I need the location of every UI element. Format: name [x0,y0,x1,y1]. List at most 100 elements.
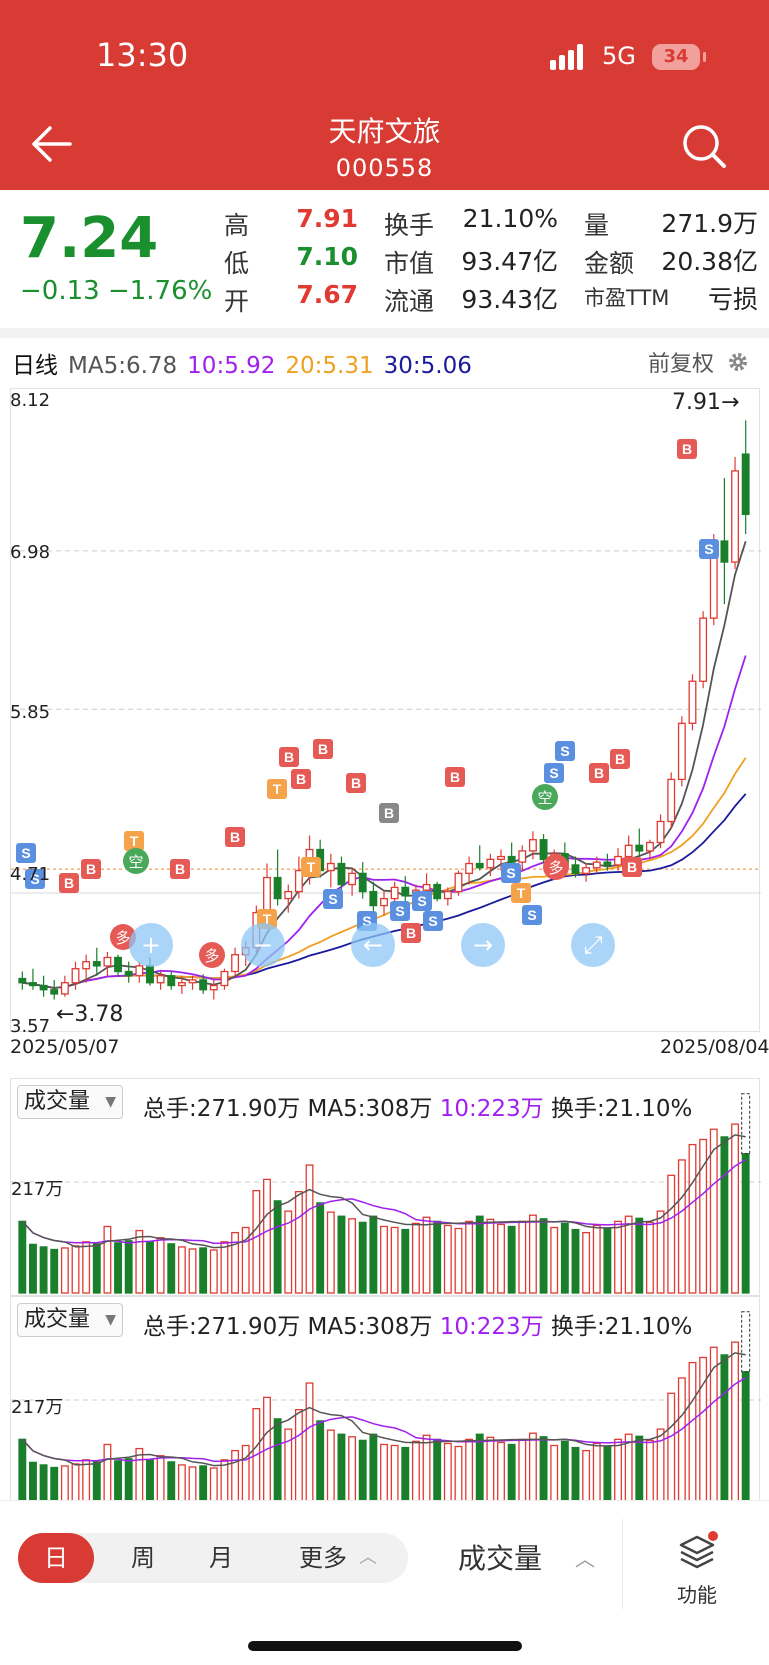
volume-bar [71,1245,80,1294]
volume-bar [50,1248,59,1294]
candle-body [465,862,474,875]
value-market-cap: 93.47亿 [461,247,558,276]
candle [656,814,665,849]
volume-panel-2: 成交量 总手:271.90万 MA5:308万 10:223万 换手:21.10… [10,1296,761,1514]
volume-bar [92,1243,101,1294]
candle [124,961,133,983]
candle-body [688,680,697,724]
period-month[interactable]: 月 [209,1544,233,1572]
candle [603,853,612,871]
candle-body [220,970,229,987]
high-marker: 7.91→ [672,390,740,415]
candle [645,839,654,860]
candle-body [29,982,37,987]
indicator-selector[interactable]: 成交量 [17,1085,123,1119]
signal-badge-box [267,779,287,799]
start-date: 2025/05/07 [10,1036,120,1058]
volume-bar [603,1227,612,1294]
candle-body [603,861,612,866]
signal-badge-text: S [560,743,569,759]
candle [103,951,112,976]
chevron-up-icon[interactable]: ︿ [359,1547,377,1568]
candle [582,863,591,882]
volume-bar [699,1138,708,1294]
volume-bar [231,1231,240,1294]
signal-badge-box [313,739,333,759]
candle-body [475,862,484,869]
candle [465,856,474,885]
volume-bar [358,1221,367,1294]
signal-badge-text: B [615,751,625,767]
function-button[interactable]: 功能 [652,1531,742,1608]
volume-bar [263,1396,271,1512]
candle-body [337,862,346,886]
candle [380,891,388,916]
candle [209,979,218,1000]
candle-body [358,872,367,893]
candle [326,853,335,888]
candle-body [539,839,548,860]
candle-body [209,984,218,991]
signal-badge-box [622,857,642,877]
vol-ma10: 10:223万 [439,1314,544,1340]
back-arrow-icon[interactable] [28,124,74,164]
candle [71,961,80,990]
kline-chart[interactable]: S S B B T B B B B T B B B S S S S S B S T S S S B B B B S T B T 空空多多多 + − ←… [10,388,761,1032]
volume-bar [284,1210,293,1294]
candle [539,834,548,864]
search-icon[interactable] [680,122,728,170]
signal-badge-box [544,763,564,783]
candle-body [82,961,91,970]
volume-bar [539,1218,548,1294]
volume-bar [677,1377,686,1512]
signal-badge-box [610,749,630,769]
signal-badge-text: S [30,871,39,887]
indicator-selector[interactable]: 成交量 [17,1303,123,1337]
candle [199,974,208,994]
signal-badge-text: B [627,859,637,875]
signal-badge: S [501,863,521,883]
signal-badge: B [677,439,697,459]
gear-icon[interactable] [726,350,750,374]
volume-bar [252,1189,261,1294]
signal-badge-text: S [21,845,30,861]
signal-icon [550,44,583,70]
signal-circle-text: 多 [204,947,219,965]
volume-bar [316,1420,325,1512]
candle [667,772,676,829]
chart-control-glyph: ← [363,931,383,959]
volume-bar [135,1229,144,1294]
candle [50,979,59,1000]
candle-body [497,855,505,860]
candle-body [614,855,622,866]
label-amount: 金额 [584,249,635,278]
volume-bar [294,1409,303,1512]
candle [92,947,101,976]
volume-ma-line [21,1159,747,1244]
candle-body [528,839,537,852]
signal-badge: B [81,859,101,879]
volume-bar [156,1237,165,1294]
indicator-switch[interactable]: 成交量 [458,1542,543,1575]
chevron-up-icon[interactable]: ︿ [575,1547,595,1571]
volume-bar [337,1215,346,1294]
volume-bar [677,1159,686,1294]
value-volume: 271.9万 [661,209,758,238]
signal-badge-box [16,843,36,863]
volume-bar [60,1247,69,1294]
candle-body [103,956,112,967]
period-more[interactable]: 更多 [299,1544,347,1572]
total-volume: 总手:271.90万 [143,1314,301,1340]
candle-body [454,872,463,893]
signal-badge-text: T [517,885,526,901]
candle-body [177,982,186,987]
app-header: 13:30 5G 34 天府文旅 000558 [0,0,769,190]
adjust-selector[interactable]: 前复权 [648,352,715,377]
candle-body [731,470,739,563]
period-week[interactable]: 周 [131,1544,155,1572]
label-volume: 量 [584,211,610,240]
period-day[interactable]: 日 [18,1533,94,1583]
signal-circle: 多 [199,942,225,968]
signal-badge: B [313,739,333,759]
volume-legend: 总手:271.90万 MA5:308万 10:223万 换手:21.10% [143,1307,692,1341]
